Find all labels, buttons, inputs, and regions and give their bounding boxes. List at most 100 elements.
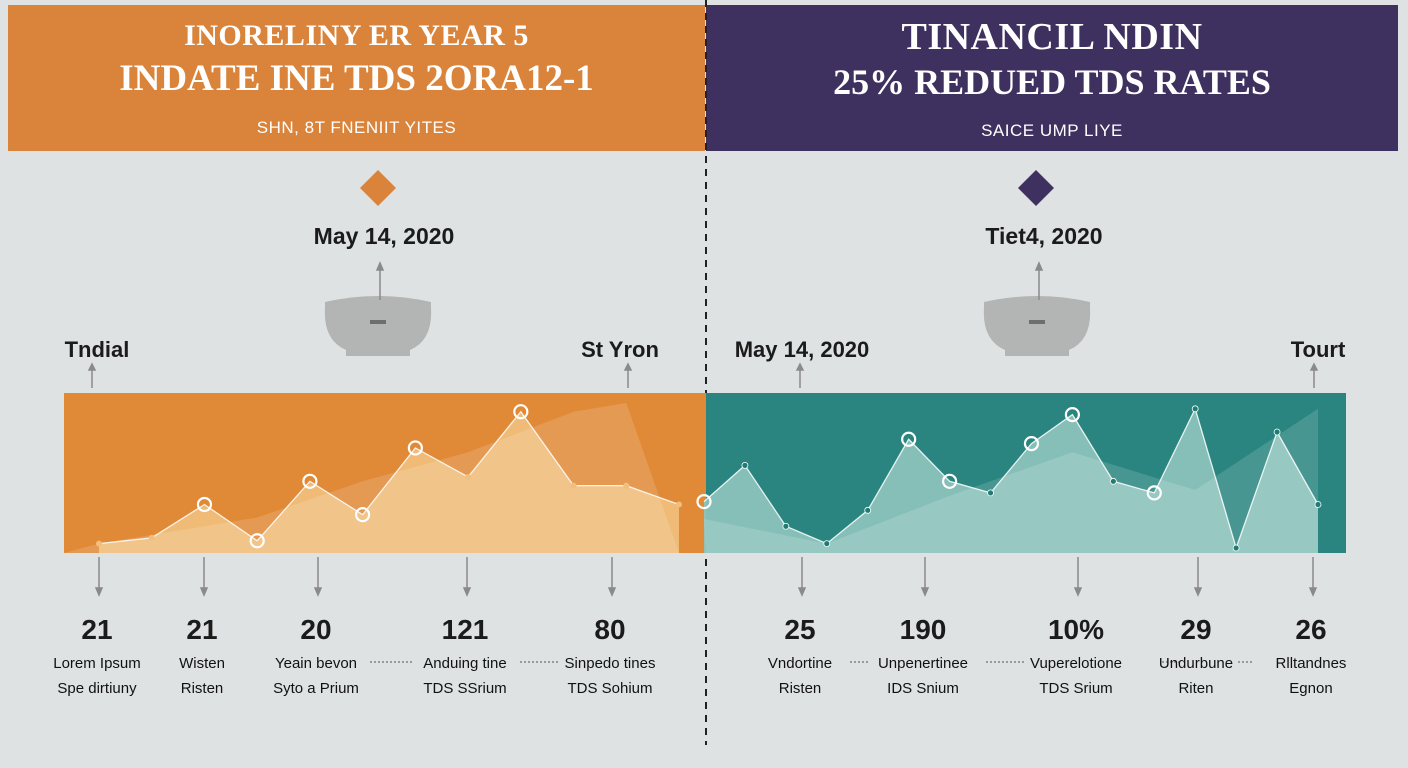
left-series-line [98, 410, 680, 545]
axis-tag-start: Tndial [64, 337, 130, 362]
tick-arrow-up-head-1 [623, 362, 633, 371]
right-banner-subtitle: SAICE UMP LIYE [981, 121, 1123, 140]
metric-value: 190 [899, 614, 947, 645]
tick-arrow-up-head-0 [87, 362, 97, 371]
right-data-point-11 [1146, 485, 1162, 501]
metric-caption-line1: Anduing tine [423, 655, 507, 672]
metric-caption: Rlltandnes Egnon [1276, 651, 1347, 701]
axis-tag-left-end: St Yron [581, 337, 659, 362]
left-data-point-11 [676, 501, 682, 508]
metric-caption-line2: Riten [1178, 680, 1214, 697]
right-trend-area [704, 408, 1318, 553]
tick-arrow-down-head-3 [462, 587, 472, 597]
right-data-point-4 [864, 506, 872, 514]
metric-value: 10% [1047, 614, 1105, 645]
metric-caption-line1: Yeain bevon [274, 655, 358, 672]
right-data-point-10 [1109, 477, 1117, 485]
right-data-point-5 [901, 431, 917, 447]
tick-arrow-down-head-0 [94, 587, 104, 597]
metric-value: 29 [1180, 614, 1212, 645]
left-data-point-0 [96, 540, 102, 547]
left-banner-subtitle: SHN, 8T FNENIIT YITES [256, 117, 457, 137]
left-pot-icon [324, 296, 432, 356]
right-data-point-12 [1191, 405, 1199, 413]
metric-caption: Yeain bevon Syto a Prium [273, 651, 359, 701]
right-data-point-1 [741, 461, 749, 469]
right-banner: TINANCIL NDIN 25% REDUED TDS RATES SAICE… [706, 5, 1398, 151]
left-data-point-9 [570, 482, 577, 489]
metric-caption-line2: TDS SSrium [423, 680, 507, 697]
metric-caption-line2: Risten [180, 680, 224, 697]
metric-caption: Undurbune Riten [1159, 651, 1233, 701]
tick-arrow-down-head-1 [199, 587, 209, 597]
right-series-line [703, 407, 1319, 551]
left-event-arrow-head [375, 261, 385, 271]
metric-value: 21 [81, 614, 113, 645]
tick-arrow-down-head-7 [1073, 587, 1083, 597]
metric-caption: Vndortine Risten [768, 651, 832, 701]
right-data-point-15 [1314, 501, 1322, 508]
right-data-point-8 [1023, 436, 1040, 452]
metric-value: 121 [441, 614, 489, 645]
metric-caption-line1: Undurbune [1158, 655, 1234, 672]
left-data-point-10 [623, 482, 630, 489]
left-banner-headline: INDATE INE TDS 2ORA12-1 [119, 57, 594, 99]
tick-arrow-down-head-9 [1308, 587, 1318, 597]
tick-arrow-down-head-4 [607, 587, 617, 597]
right-pot-icon [983, 296, 1091, 356]
right-data-point-2 [782, 522, 790, 530]
metric-caption-line1: Unpenertinee [877, 655, 969, 672]
left-banner: INORELINY ER YEAR 5 INDATE INE TDS 2ORA1… [8, 5, 705, 151]
left-data-point-1 [148, 534, 155, 541]
metric-caption: Unpenertinee IDS Snium [878, 651, 968, 701]
right-data-point-14 [1273, 428, 1281, 436]
metric-caption: Anduing tine TDS SSrium [423, 651, 506, 701]
metric-caption-line1: Lorem Ipsum [53, 655, 141, 672]
metric-caption: Lorem Ipsum Spe dirtiuny [53, 651, 141, 701]
tick-arrow-down-head-8 [1193, 587, 1203, 597]
right-data-point-6 [941, 473, 958, 489]
metric-caption-line2: TDS Srium [1039, 680, 1113, 697]
metric-value: 26 [1295, 614, 1327, 645]
left-banner-kicker: INORELINY ER YEAR 5 [184, 18, 529, 52]
metric-value: 25 [784, 614, 816, 645]
right-data-point-3 [823, 540, 831, 548]
metric-caption: Vuperelotione TDS Srium [1030, 651, 1122, 701]
right-data-point-7 [987, 489, 994, 497]
metric-caption-line2: IDS Snium [887, 680, 959, 697]
left-data-point-5 [355, 507, 371, 523]
axis-tag-right-start: May 14, 2020 [734, 337, 870, 362]
right-data-point-0 [696, 494, 712, 510]
metric-caption-line1: Rlltandnes [1275, 655, 1347, 672]
metric-value: 21 [186, 614, 218, 645]
left-data-point-8 [513, 404, 529, 420]
left-data-point-7 [465, 473, 472, 480]
right-series-area [704, 408, 1318, 553]
left-data-point-4 [302, 473, 318, 489]
metric-caption-line2: Spe dirtiuny [57, 680, 137, 697]
tick-arrow-up-head-3 [1309, 362, 1319, 371]
metric-caption: Sinpedo tines TDS Sohium [565, 651, 656, 701]
metric-caption-line1: Vuperelotione [1029, 655, 1123, 672]
metric-value: 20 [300, 614, 332, 645]
left-trend-area [64, 403, 679, 553]
right-event-arrow-head [1034, 261, 1044, 271]
metric-caption-line1: Sinpedo tines [564, 655, 656, 672]
metric-caption-line1: Vndortine [767, 655, 833, 672]
metric-caption-line1: Wisten [179, 655, 225, 672]
left-series-area [99, 411, 679, 553]
right-banner-headline: 25% REDUED TDS RATES [833, 62, 1271, 102]
left-data-point-3 [249, 533, 265, 549]
right-data-point-13 [1232, 544, 1240, 552]
tick-arrow-down-head-2 [313, 587, 323, 597]
metric-caption-line2: Syto a Prium [273, 680, 359, 697]
axis-tag-end: Tourt [1290, 337, 1346, 362]
tick-arrow-down-head-5 [797, 587, 807, 597]
metric-caption-line2: Egnon [1289, 680, 1333, 697]
right-event-diamond-icon [1018, 170, 1054, 206]
metric-value: 80 [594, 614, 626, 645]
left-data-point-2 [196, 496, 213, 513]
right-banner-kicker: TINANCIL NDIN [901, 16, 1203, 58]
metric-caption-line2: Risten [778, 680, 822, 697]
